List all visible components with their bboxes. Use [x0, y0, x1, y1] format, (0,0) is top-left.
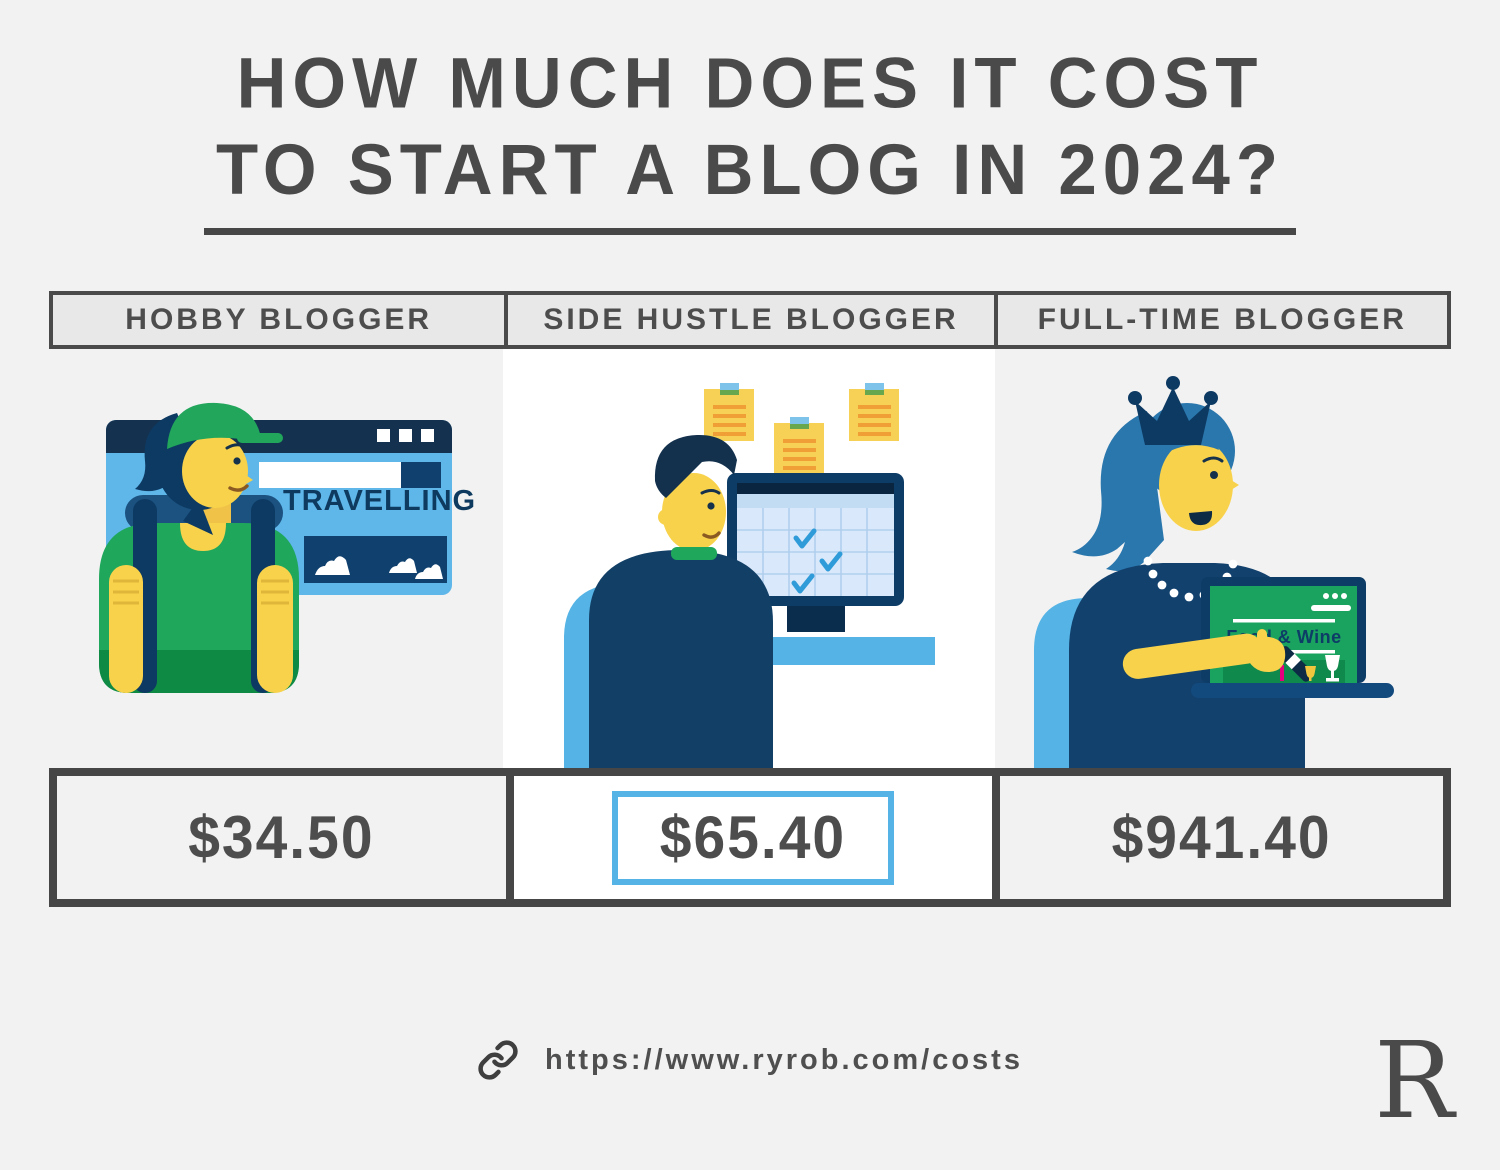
traveller-illustration: TRAVELLING: [99, 402, 476, 693]
sticky-note-icon: [849, 383, 899, 441]
collar: [671, 547, 717, 560]
cost-comparison-table: HOBBY BLOGGER SIDE HUSTLE BLOGGER FULL-T…: [49, 291, 1451, 907]
illustration-full-time-blogger: Food & Wine: [995, 349, 1451, 768]
woman-figure: [1069, 376, 1305, 768]
crown-icon: [1135, 387, 1211, 445]
price-hobby: $34.50: [188, 803, 375, 872]
table-price-row: $34.50 $65.40 $941.40: [49, 768, 1451, 907]
face: [662, 473, 726, 551]
face: [1159, 439, 1233, 531]
search-button: [401, 462, 441, 488]
brand-logo: R: [1374, 1019, 1454, 1142]
smile: [702, 531, 721, 539]
header-side-hustle-blogger: SIDE HUSTLE BLOGGER: [504, 295, 994, 345]
checkmark-icon: [791, 573, 815, 594]
eyebrow: [700, 489, 721, 495]
laptop-base: [1191, 683, 1394, 698]
link-icon: [478, 1040, 518, 1080]
cap-brim: [237, 433, 283, 443]
eye: [1210, 471, 1218, 479]
thumb: [1257, 629, 1267, 651]
hand: [1245, 636, 1286, 672]
traveller-figure: [99, 402, 299, 693]
monitor-stand: [787, 606, 845, 632]
nose: [1231, 480, 1239, 490]
arm-and-hand: [1122, 629, 1286, 679]
window-dots-icon: [377, 429, 390, 442]
price-cell-full-time: $941.40: [992, 776, 1443, 899]
page-title-line1: HOW MUCH DOES IT COST: [236, 43, 1264, 124]
cloud-icon: [315, 556, 350, 575]
open-mouth: [1189, 511, 1213, 526]
wine-bottle-icon: [1277, 646, 1314, 682]
sticky-note-icon: [774, 417, 824, 475]
sticky-note-icon: [704, 383, 754, 441]
header-hobby-blogger: HOBBY BLOGGER: [53, 295, 505, 345]
small-glass-icon: [1305, 666, 1316, 681]
hair: [654, 434, 737, 498]
checkmark-icon: [819, 551, 843, 572]
price-full-time: $941.40: [1111, 803, 1332, 872]
wine-glass-icon: [1325, 655, 1340, 682]
eye: [233, 457, 241, 465]
man-figure: [589, 434, 773, 768]
title-underline: [204, 228, 1296, 235]
table-header-row: HOBBY BLOGGER SIDE HUSTLE BLOGGER FULL-T…: [49, 291, 1451, 349]
crowned-woman-illustration: Food & Wine: [1034, 376, 1394, 768]
window-dots-icon: [1323, 593, 1329, 599]
smile: [228, 484, 249, 492]
desk: [770, 637, 935, 665]
eyebrow: [225, 443, 247, 450]
nose: [246, 475, 253, 484]
checkmark-icon: [793, 528, 817, 549]
arm-right: [257, 565, 293, 693]
wine-pour: [1280, 665, 1284, 681]
page-title: HOW MUCH DOES IT COST TO START A BLOG IN…: [0, 40, 1500, 213]
highlighted-price-box: $65.40: [611, 790, 895, 885]
man-at-desk-illustration: [564, 383, 935, 768]
laptop: Food & Wine: [1201, 577, 1366, 683]
body: [589, 550, 773, 768]
illustration-hobby-blogger: TRAVELLING: [49, 349, 503, 768]
header-full-time-blogger: FULL-TIME BLOGGER: [993, 295, 1447, 345]
price-side-hustle: $65.40: [659, 803, 847, 872]
eye: [707, 502, 715, 510]
table-illustration-row: TRAVELLING: [49, 349, 1451, 768]
footer: https://www.ryrob.com/costs: [0, 1039, 1500, 1081]
illustration-side-hustle-blogger: [503, 349, 995, 768]
eyebrow: [1202, 456, 1224, 463]
browser-travelling-label: TRAVELLING: [283, 485, 476, 517]
hand-left: [113, 579, 139, 605]
price-cell-side-hustle: $65.40: [505, 776, 993, 899]
sticky-notes: [704, 383, 899, 475]
chest: [180, 523, 226, 551]
source-url[interactable]: https://www.ryrob.com/costs: [545, 1043, 1023, 1076]
hand-right: [261, 579, 289, 605]
price-cell-hobby: $34.50: [57, 776, 506, 899]
monitor: [727, 473, 904, 632]
page-title-line2: TO START A BLOG IN 2024?: [216, 129, 1284, 210]
arm-left: [109, 565, 143, 693]
